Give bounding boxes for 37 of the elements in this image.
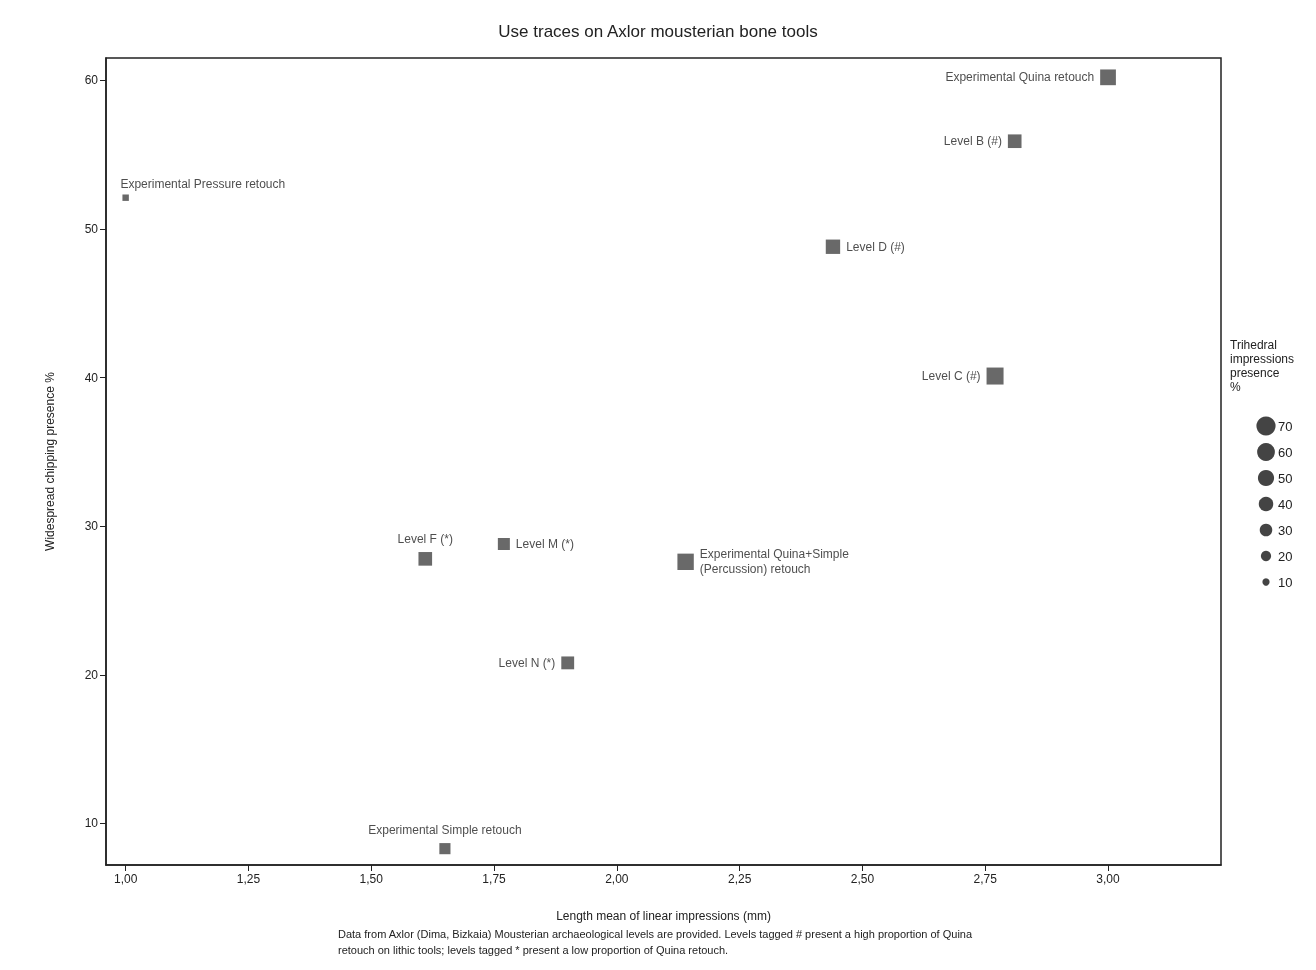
- x-tick-label: 2,50: [850, 872, 875, 886]
- legend-label: 10: [1278, 574, 1293, 590]
- x-tick-label: 2,25: [727, 872, 752, 886]
- series-label: Level F (*): [397, 531, 453, 546]
- legend-label: 30: [1278, 522, 1293, 538]
- series-label: Experimental Simple retouch: [368, 822, 522, 837]
- series-label: Experimental Pressure retouch: [120, 176, 286, 191]
- text: Data from Axlor (Dima, Bizkaia) Mousterian archaeological levels are provided. Levels tagged # present a high proportion of Quina retouch on lithic tools; levels tagged * present a low proportion of Quina retouch.: [338, 928, 976, 956]
- x-axis-title: Length mean of linear impressions (mm): [556, 909, 771, 923]
- x-tick-label: 1,00: [113, 872, 138, 886]
- y-tick-label: 10: [84, 816, 99, 831]
- legend-label: 40: [1278, 496, 1293, 512]
- x-tick-label: 1,75: [482, 872, 507, 886]
- x-tick-label: 2,75: [973, 872, 998, 886]
- series-label: Level M (*): [515, 536, 574, 551]
- y-tick-label: 20: [84, 667, 99, 682]
- legend-label: 50: [1278, 470, 1293, 486]
- series-label: Level B (#): [943, 134, 1002, 149]
- series-label: Level C (#): [921, 369, 981, 384]
- chart-title: Use traces on Axlor mousterian bone tools: [498, 22, 818, 41]
- series-label: Experimental Quina+Simple (Percussion) retouch: [699, 547, 850, 577]
- legend-label: 70: [1278, 418, 1293, 434]
- y-axis-title: Widespread chipping presence %: [43, 371, 57, 551]
- y-tick-label: 30: [84, 519, 99, 534]
- series-label: Level D (#): [846, 239, 905, 254]
- y-tick-label: 50: [84, 221, 99, 236]
- x-tick-label: 1,50: [359, 872, 384, 886]
- legend-label: 60: [1278, 444, 1293, 460]
- y-tick-label: 40: [84, 370, 99, 385]
- legend-title: Trihedral impressions presence %: [1230, 338, 1295, 394]
- series-label: Experimental Quina retouch: [945, 70, 1095, 85]
- x-tick-label: 3,00: [1096, 872, 1121, 886]
- x-tick-label: 2,00: [605, 872, 629, 886]
- y-tick-label: 60: [84, 73, 99, 88]
- legend-label: 20: [1278, 548, 1293, 564]
- series-label: Level N (*): [498, 655, 556, 670]
- x-tick-label: 1,25: [236, 872, 261, 886]
